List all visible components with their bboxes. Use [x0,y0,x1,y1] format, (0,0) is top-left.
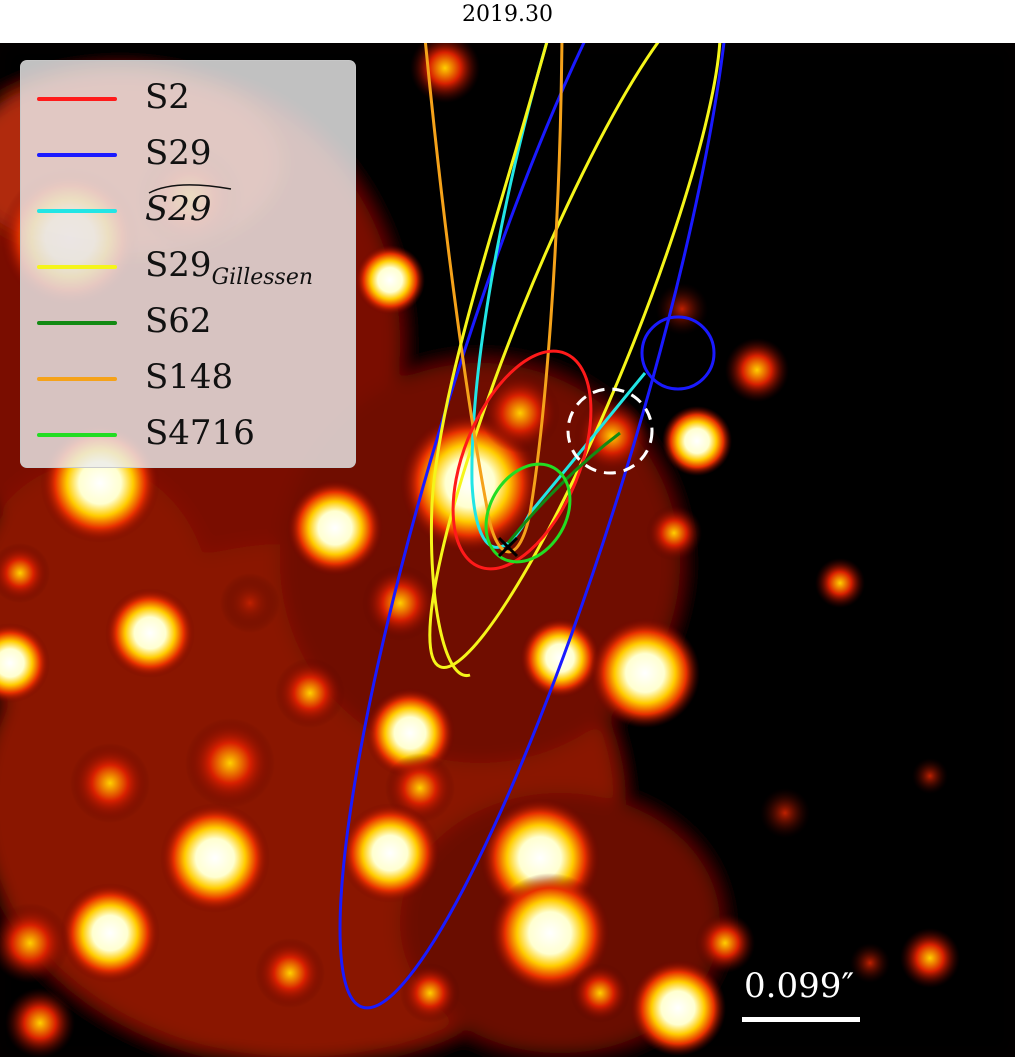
orbit-s148-b [429,43,549,677]
legend-swatch [37,321,117,325]
tilde-accent [148,184,232,194]
legend-label: S29Gillessen [145,245,314,290]
legend-label: S29 [145,133,212,173]
legend-swatch [37,209,117,213]
legend-item-s2: S2 [21,71,355,127]
legend: S2 S29 S29 S29Gillessen S62 S148 S4716 [20,60,356,468]
legend-item-s62: S62 [21,295,355,351]
orbit-s29-gillessen [428,43,722,669]
orbit-s4716 [484,462,572,564]
legend-swatch [37,97,117,101]
legend-item-s29-gillessen: S29Gillessen [21,239,355,295]
legend-item-s29-tilde: S29 [21,183,355,239]
legend-label: S4716 [145,413,255,453]
legend-label: S2 [145,77,190,117]
dashed-marker-circle [566,387,654,475]
legend-label: S62 [145,301,212,341]
legend-label: S148 [145,357,234,397]
epoch-title: 2019.30 [462,2,553,27]
legend-label: S29 [145,184,232,229]
legend-item-s4716: S4716 [21,407,355,463]
orbits [338,43,732,1010]
orbit-s148-a [423,43,564,554]
orbit-s62 [506,431,621,544]
legend-item-s148: S148 [21,351,355,407]
legend-swatch [37,265,117,269]
sgr-a-star-cross [497,536,519,558]
legend-swatch [37,377,117,381]
legend-swatch [37,153,117,157]
legend-item-s29: S29 [21,127,355,183]
legend-swatch [37,433,117,437]
scale-bar-label: 0.099″ [744,966,855,1006]
scale-bar [742,1017,860,1022]
orbit-s2 [451,349,593,571]
s29-position-circle [640,315,716,391]
